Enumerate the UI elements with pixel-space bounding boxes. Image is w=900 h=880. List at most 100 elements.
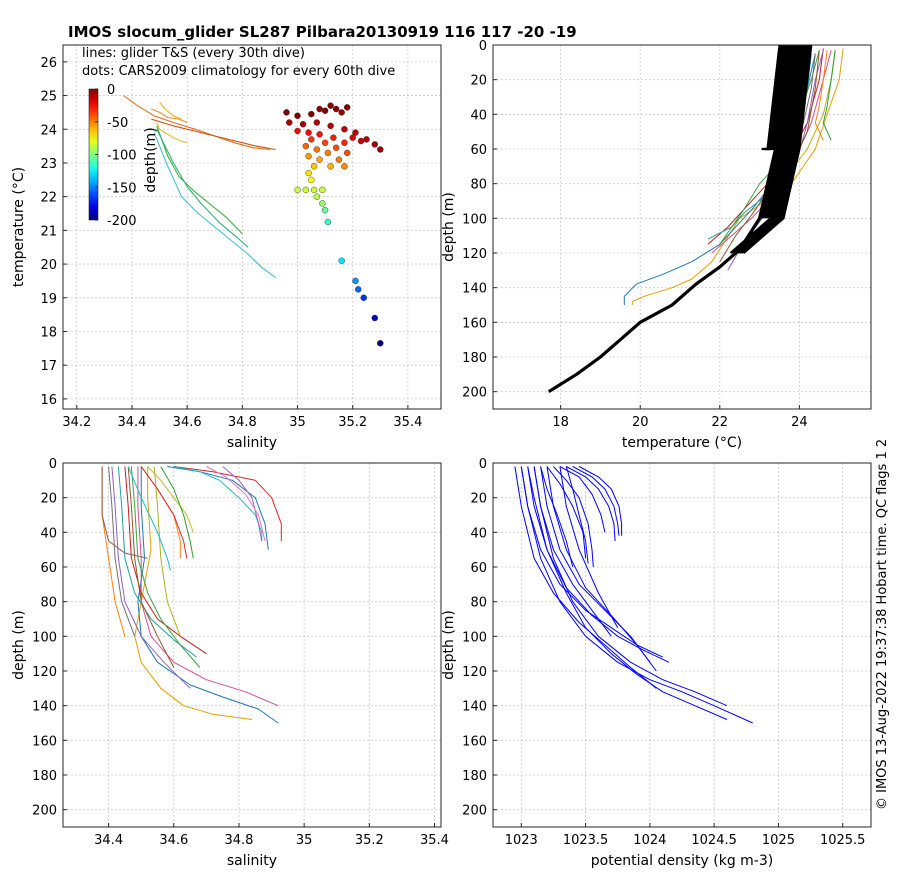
y-tick-label: 160	[462, 734, 487, 749]
y-tick-label: 120	[462, 665, 487, 680]
climatology-temperature-profile	[735, 45, 805, 254]
climatology-dot	[357, 137, 365, 145]
glider-salinity-profile	[111, 466, 191, 689]
y-tick-label: 80	[40, 596, 57, 611]
climatology-dot	[310, 186, 318, 194]
y-tick-label: 0	[479, 39, 487, 54]
climatology-dot	[327, 163, 334, 170]
climatology-temperature-profile	[739, 45, 809, 254]
climatology-temperature-profile	[765, 45, 796, 219]
y-tick-label: 19	[40, 292, 57, 307]
climatology-temperature-profile	[758, 45, 789, 219]
x-axis-label: temperature (°C)	[622, 435, 742, 451]
glider-ts-line	[153, 132, 276, 279]
y-tick-label: 180	[462, 351, 487, 366]
y-tick-label: 60	[470, 143, 487, 158]
climatology-dot	[338, 257, 345, 264]
glider-ts-line	[123, 95, 270, 151]
side-caption: © IMOS 13-Aug-2022 19:37:38 Hobart time.…	[875, 439, 890, 810]
x-tick-label: 35.4	[420, 833, 449, 848]
glider-ts-line	[156, 122, 188, 144]
y-tick-label: 0	[479, 457, 487, 472]
annotation-text: lines: glider T&S (every 30th dive)	[82, 46, 305, 61]
climatology-dot	[341, 163, 348, 170]
glider-density-profile	[565, 466, 589, 564]
glider-density-profile	[514, 466, 657, 689]
colorbar-label: depth(m)	[143, 127, 159, 192]
glider-salinity-profile	[108, 466, 136, 637]
colorbar-tick-label: -150	[107, 181, 137, 196]
glider-density-profile	[540, 466, 651, 663]
glider-density-profile	[566, 466, 616, 542]
climatology-dot	[327, 102, 334, 109]
x-tick-label: 34.4	[94, 833, 123, 848]
x-tick-label: 20	[632, 415, 649, 430]
glider-temperature-profile	[814, 50, 828, 141]
x-tick-label: 34.6	[159, 833, 188, 848]
climatology-dot	[341, 139, 348, 146]
plot-content	[547, 45, 844, 394]
x-tick-label: 1024	[633, 833, 666, 848]
x-tick-label: 35	[296, 833, 313, 848]
glider-salinity-profile	[147, 466, 194, 533]
colorbar-tick-label: 0	[107, 83, 115, 98]
climatology-dot	[313, 193, 321, 200]
x-tick-label: 34.6	[173, 415, 202, 430]
y-tick-label: 60	[470, 561, 487, 576]
climatology-temperature-profile	[742, 45, 813, 254]
plot-content	[514, 466, 753, 724]
x-tick-label: 24	[791, 415, 808, 430]
y-axis-label: depth (m)	[441, 192, 457, 262]
axes-frame	[62, 44, 442, 410]
y-tick-label: 140	[462, 700, 487, 715]
y-tick-label: 100	[462, 630, 487, 645]
y-tick-label: 120	[32, 665, 57, 680]
y-tick-label: 80	[470, 178, 487, 193]
x-axis-label: salinity	[227, 435, 277, 451]
y-tick-label: 20	[470, 74, 487, 89]
climatology-temperature-profile	[741, 45, 811, 254]
y-axis-label: depth (m)	[11, 610, 27, 680]
x-tick-label: 18	[552, 415, 569, 430]
panel-salinity-temperature: 34.2 34.4 34.6 34.8 35 35.2 35.4 16 17 18 19 20 21 22…	[11, 44, 442, 451]
climatology-dot	[302, 142, 310, 150]
axes-frame	[62, 462, 442, 828]
climatology-dot	[377, 146, 384, 153]
glider-ts-line	[159, 101, 182, 120]
glider-salinity-profile	[137, 466, 279, 707]
y-tick-label: 22	[40, 191, 57, 206]
climatology-dot	[305, 153, 312, 160]
climatology-deep-profile	[547, 79, 793, 394]
glider-density-profile	[572, 466, 620, 536]
y-tick-label: 40	[470, 108, 487, 123]
glider-density-profile	[559, 466, 619, 628]
glider-ts-line	[151, 118, 276, 151]
climatology-dot	[341, 126, 348, 133]
x-tick-label: 34.4	[118, 415, 147, 430]
glider-density-profile	[520, 466, 753, 724]
climatology-dot	[305, 129, 312, 136]
x-tick-label: 34.2	[62, 415, 91, 430]
y-tick-label: 180	[32, 769, 57, 784]
climatology-temperature-profile	[737, 45, 807, 254]
colorbar-tick-label: -100	[107, 149, 137, 164]
climatology-dot	[294, 127, 301, 135]
x-tick-label: 1025	[762, 833, 795, 848]
figure-title: IMOS slocum_glider SL287 Pilbara20130919…	[68, 23, 577, 41]
climatology-dot	[332, 144, 340, 151]
glider-density-profile	[546, 466, 587, 559]
y-tick-label: 160	[462, 316, 487, 331]
glider-salinity-profile	[130, 466, 201, 668]
plot-content	[101, 466, 282, 724]
climatology-dot	[316, 105, 323, 113]
climatology-dot	[319, 200, 326, 207]
x-tick-label: 1025.5	[820, 833, 866, 848]
x-tick-label: 1024.5	[691, 833, 737, 848]
climatology-dot	[360, 294, 367, 301]
y-tick-label: 200	[32, 804, 57, 819]
climatology-dot	[371, 314, 378, 322]
x-axis-label: potential density (kg m-3)	[591, 853, 773, 869]
glider-temperature-profile	[631, 48, 844, 305]
climatology-dot	[327, 122, 334, 130]
